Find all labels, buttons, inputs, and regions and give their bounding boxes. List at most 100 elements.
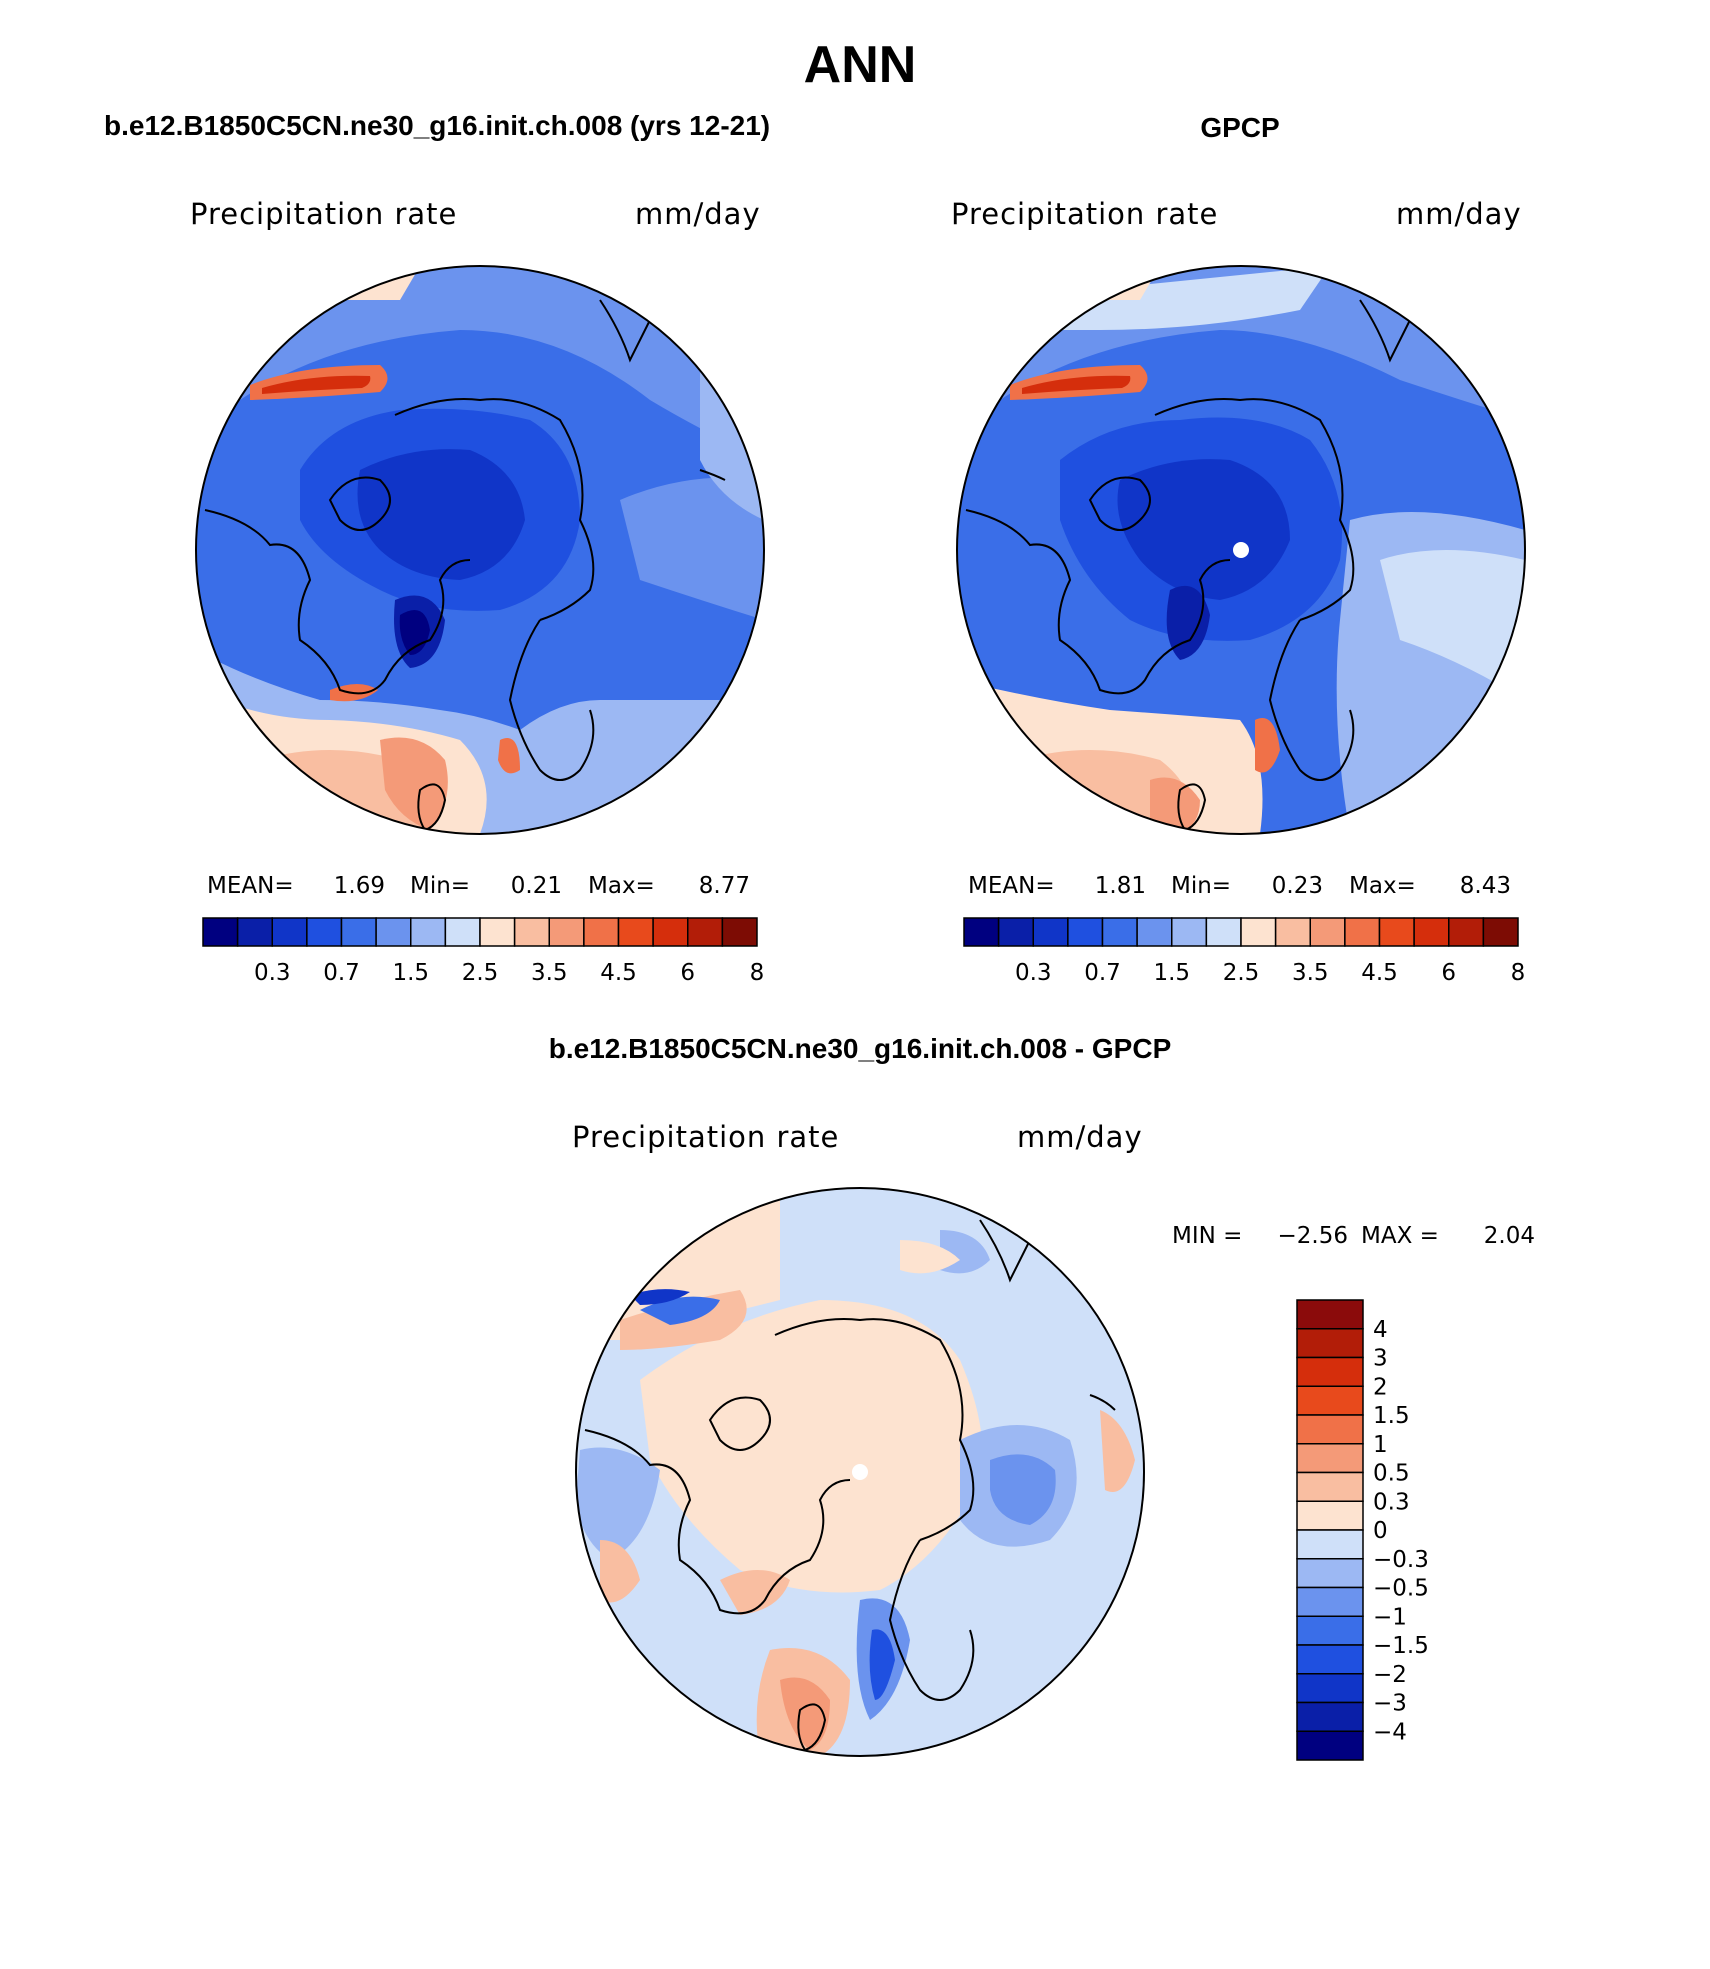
colorbar-gpcp [963,917,1519,947]
colorbar-swatch [1067,917,1104,947]
colorbar-tick-label: 6 [1441,960,1456,986]
stat-gpcp-mean-value: 1.81 [1095,873,1146,899]
colorbar-swatch [1296,1529,1364,1560]
colorbar-swatch [444,917,481,947]
colorbar-swatch [652,917,689,947]
panel-gpcp-title: GPCP [1200,112,1279,143]
panel-gpcp: GPCP Precipitation rate mm/day [951,112,1526,986]
panel-gpcp-units-label: mm/day [1396,197,1522,231]
map-gpcp [957,266,1525,834]
colorbar-tick-label: 4 [1373,1317,1388,1343]
colorbar-tick-label: 0.7 [1084,960,1121,986]
colorbar-swatch [1171,917,1208,947]
map-gpcp-boundary [956,265,1526,835]
colorbar-tick-label: 0.3 [1015,960,1052,986]
colorbar-swatch [1296,1356,1364,1387]
colorbar-tick-label: −0.5 [1373,1576,1429,1602]
colorbar-tick-label: 2.5 [1223,960,1260,986]
stat-model-min-label: Min= [410,873,470,899]
stat-model-mean-value: 1.69 [334,873,385,899]
colorbar-swatch [1032,917,1069,947]
colorbar-tick-label: 8 [750,960,765,986]
map-difference-boundary [575,1187,1145,1757]
colorbar-swatch [410,917,447,947]
colorbar-tick-label: 0.3 [254,960,291,986]
colorbar-tick-label: −3 [1373,1691,1407,1717]
panel-gpcp-variable-label: Precipitation rate [951,197,1218,231]
stat-gpcp-min-label: Min= [1171,873,1231,899]
main-title: ANN [804,36,917,94]
pole-hole-gpcp [1233,542,1249,558]
colorbar-tick-label: 2.5 [462,960,499,986]
colorbar-tick-label: 3.5 [531,960,568,986]
colorbar-difference [1296,1299,1364,1761]
map-model-boundary [195,265,765,835]
colorbar-swatch [687,917,724,947]
colorbar-swatch [548,917,585,947]
colorbar-gpcp-labels: 0.3 0.7 1.5 2.5 3.5 4.5 6 8 [1015,960,1525,986]
colorbar-tick-label: 0.3 [1373,1489,1410,1515]
colorbar-swatch [1136,917,1173,947]
colorbar-swatch [1296,1471,1364,1502]
colorbar-tick-label: 4.5 [1361,960,1398,986]
colorbar-tick-label: −0.3 [1373,1547,1429,1573]
panel-difference-variable-label: Precipitation rate [572,1120,839,1154]
colorbar-tick-label: 0.7 [323,960,360,986]
colorbar-swatch [1296,1328,1364,1359]
diff-min-value: −2.56 [1278,1223,1348,1249]
colorbar-tick-label: −4 [1373,1719,1407,1745]
diff-max-value: 2.04 [1484,1223,1535,1249]
colorbar-tick-label: 3 [1373,1346,1388,1372]
colorbar-swatch [1296,1558,1364,1589]
colorbar-swatch [1309,917,1346,947]
map-difference [576,1188,1144,1756]
colorbar-swatch [1296,1615,1364,1646]
colorbar-swatch [1240,917,1277,947]
stat-model-max-label: Max= [588,873,655,899]
colorbar-swatch [997,917,1034,947]
colorbar-swatch [1296,1586,1364,1617]
colorbar-swatch [1296,1443,1364,1474]
colorbar-difference-labels: 4 32 1.5 1 0.50.3 0 −0.3 −0.5−1 −1.5 −2 −3−4 [1373,1317,1429,1746]
map-model [196,266,764,834]
colorbar-swatch [1448,917,1485,947]
stat-gpcp-max-value: 8.43 [1460,873,1511,899]
colorbar-tick-label: −1.5 [1373,1633,1429,1659]
stat-gpcp-max-label: Max= [1349,873,1416,899]
stat-gpcp-mean-label: MEAN= [968,873,1055,899]
colorbar-tick-label: 1.5 [392,960,429,986]
colorbar-tick-label: 4.5 [600,960,637,986]
colorbar-tick-label: 3.5 [1292,960,1329,986]
colorbar-tick-label: −2 [1373,1662,1407,1688]
stat-model-min-value: 0.21 [511,873,562,899]
stat-gpcp-min-value: 0.23 [1272,873,1323,899]
colorbar-model-labels: 0.3 0.7 1.5 2.5 3.5 4.5 6 8 [254,960,764,986]
colorbar-tick-label: 1 [1373,1432,1388,1458]
colorbar-swatch [1296,1500,1364,1531]
colorbar-swatch [375,917,412,947]
colorbar-swatch [583,917,620,947]
colorbar-swatch [1274,917,1311,947]
colorbar-tick-label: 6 [680,960,695,986]
colorbar-swatch [1296,1701,1364,1732]
colorbar-swatch [479,917,516,947]
colorbar-swatch [1296,1414,1364,1445]
colorbar-swatch [721,917,758,947]
colorbar-swatch [1101,917,1138,947]
colorbar-swatch [1296,1299,1364,1330]
colorbar-swatch [1296,1385,1364,1416]
panel-difference-units-label: mm/day [1017,1120,1143,1154]
colorbar-model [202,917,758,947]
panel-model-units-label: mm/day [635,197,761,231]
colorbar-tick-label: 8 [1511,960,1526,986]
colorbar-swatch [617,917,654,947]
colorbar-tick-label: 0 [1373,1518,1388,1544]
colorbar-tick-label: 0.5 [1373,1461,1410,1487]
colorbar-swatch [340,917,377,947]
panel-model-title: b.e12.B1850C5CN.ne30_g16.init.ch.008 (yr… [104,110,770,141]
colorbar-swatch [963,917,1000,947]
colorbar-tick-label: 1.5 [1153,960,1190,986]
colorbar-swatch [1205,917,1242,947]
panel-model: b.e12.B1850C5CN.ne30_g16.init.ch.008 (yr… [104,110,770,986]
colorbar-swatch [271,917,308,947]
